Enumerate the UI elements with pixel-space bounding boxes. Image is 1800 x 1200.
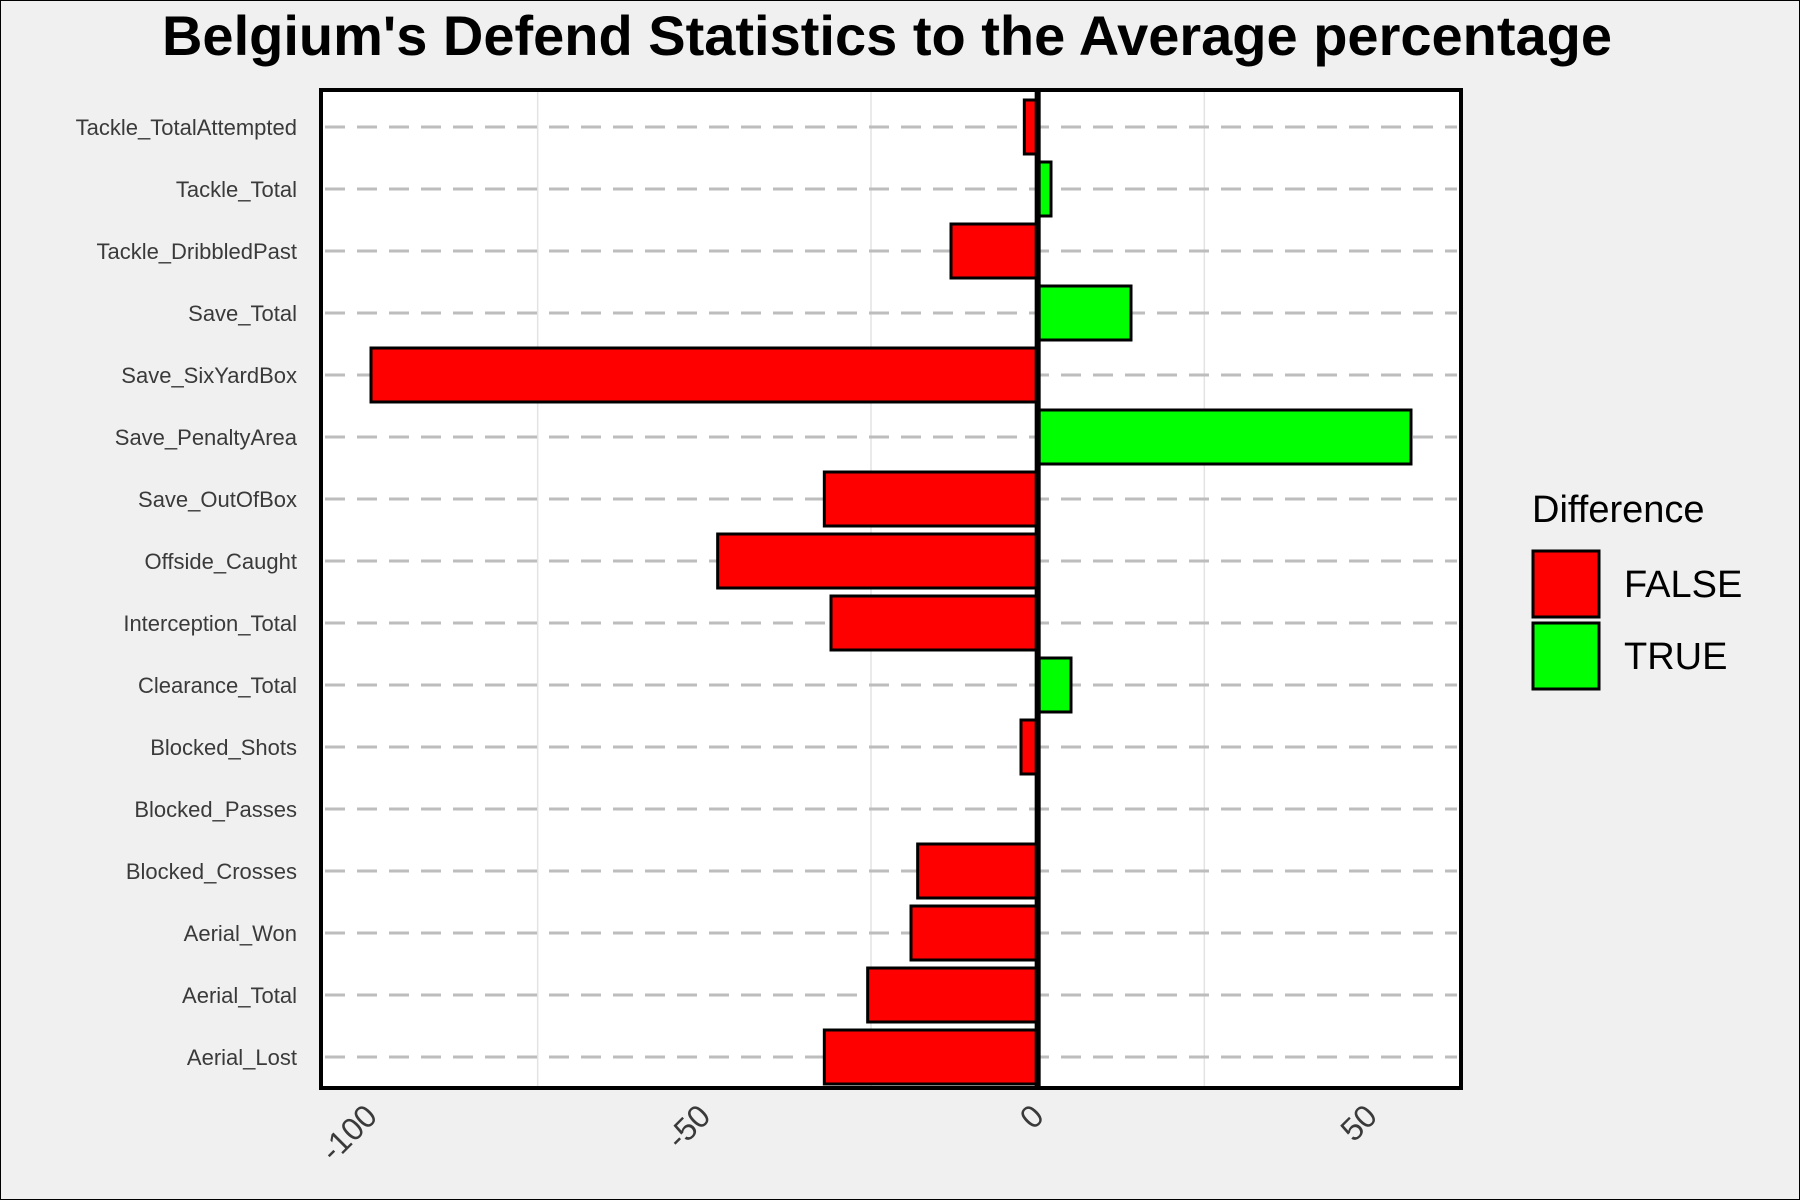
x-tick-label: 0 [1013, 1097, 1051, 1135]
category-label: Blocked_Passes [134, 797, 297, 822]
bar-clearance-total [1036, 656, 1073, 714]
category-labels: Tackle_TotalAttempted Tackle_Total Tackle_… [76, 115, 298, 1070]
x-tick-label: 50 [1333, 1097, 1384, 1148]
bar-save-penaltyarea [1036, 408, 1413, 466]
bar-save-total [1036, 284, 1133, 342]
bar-aerial-won [909, 904, 1040, 962]
legend-swatch [1531, 549, 1601, 619]
category-label: Offside_Caught [145, 549, 297, 574]
horizontal-gridlines [325, 125, 1457, 1059]
category-label: Blocked_Shots [150, 735, 297, 760]
bar-interception-total [829, 594, 1040, 652]
x-tick-label: -50 [659, 1097, 717, 1155]
bar-offside-caught [716, 532, 1040, 590]
x-tick-labels: -100 -50 0 50 [313, 1097, 1384, 1168]
legend: Difference FALSE TRUE [1531, 489, 1742, 691]
bar-aerial-total [866, 966, 1040, 1024]
category-label: Tackle_DribbledPast [96, 239, 297, 264]
category-label: Save_SixYardBox [121, 363, 297, 388]
category-label: Save_PenaltyArea [115, 425, 298, 450]
x-tick-label: -100 [313, 1097, 384, 1168]
category-label: Interception_Total [123, 611, 297, 636]
bar-save-outofbox [822, 470, 1040, 528]
bar-blocked-crosses [916, 842, 1040, 900]
category-label: Aerial_Total [182, 983, 297, 1008]
category-label: Save_OutOfBox [138, 487, 297, 512]
bar-save-sixyardbox [369, 346, 1040, 404]
bar-tackle-dribbledpast [949, 222, 1040, 280]
category-label: Blocked_Crosses [126, 859, 297, 884]
category-label: Tackle_Total [176, 177, 297, 202]
category-label: Clearance_Total [138, 673, 297, 698]
bars [369, 98, 1413, 1086]
legend-label: FALSE [1624, 564, 1742, 606]
plot-border [319, 88, 1463, 1090]
bar-aerial-lost [822, 1028, 1040, 1086]
legend-swatch [1531, 621, 1601, 691]
category-label: Aerial_Lost [187, 1045, 297, 1070]
chart-title: Belgium's Defend Statistics to the Avera… [162, 4, 1612, 67]
category-label: Aerial_Won [184, 921, 297, 946]
category-label: Tackle_TotalAttempted [76, 115, 297, 140]
legend-label: TRUE [1624, 636, 1727, 678]
legend-title: Difference [1532, 489, 1705, 531]
category-label: Save_Total [188, 301, 297, 326]
